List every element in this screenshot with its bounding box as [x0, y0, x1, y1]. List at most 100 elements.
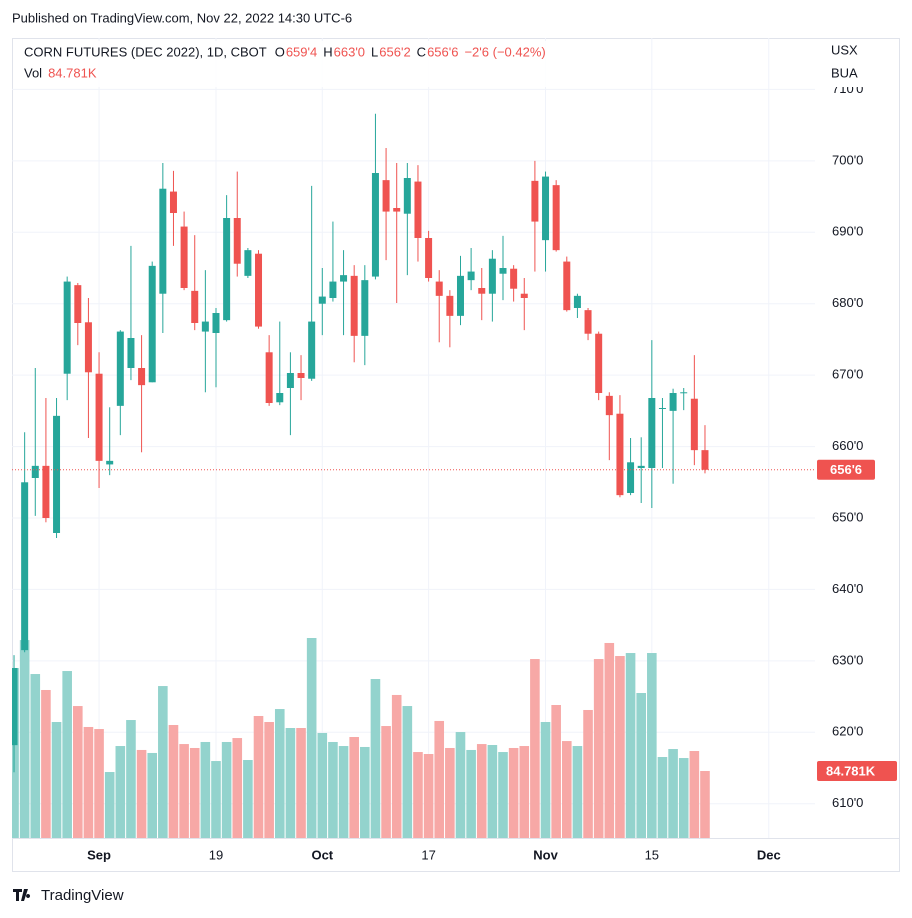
y-tick-label: 630'0 — [832, 652, 863, 667]
volume-bar — [328, 741, 338, 838]
candle-body — [255, 253, 263, 327]
candle-body — [701, 450, 709, 470]
volume-bar — [349, 737, 359, 838]
last-price-label: 656'6 — [830, 462, 862, 477]
volume-bar — [274, 709, 285, 838]
volume-bar — [551, 705, 561, 838]
candle-body — [393, 208, 401, 212]
volume-bar — [147, 752, 158, 838]
volume-bar — [530, 659, 540, 838]
volume-bar — [136, 749, 147, 838]
y-tick-label: 640'0 — [832, 581, 863, 596]
candle-body — [627, 462, 635, 493]
volume-bar — [668, 749, 678, 838]
volume-bar — [73, 706, 83, 838]
published-note: Published on TradingView.com, Nov 22, 20… — [12, 10, 352, 25]
x-tick-label: Oct — [311, 847, 333, 862]
volume-bar — [583, 709, 593, 838]
legend-value: 656'6 — [427, 44, 458, 59]
volume-bar — [360, 746, 370, 838]
candle-body — [138, 368, 146, 386]
volume-bar — [306, 638, 317, 838]
volume-bar — [338, 746, 349, 838]
y-tick-label: 670'0 — [832, 367, 863, 382]
logo — [13, 889, 31, 901]
legend-value: 659'4 — [286, 44, 317, 59]
candle-body — [542, 176, 550, 241]
candle-body — [456, 275, 464, 316]
candle-body — [669, 393, 677, 411]
axis-legend-bg — [820, 41, 890, 87]
volume-bar — [168, 725, 179, 838]
volume-bar — [423, 754, 434, 838]
volume-bar — [678, 758, 689, 838]
candle-body — [361, 280, 369, 336]
volume-bar — [455, 732, 466, 838]
candle-body — [233, 218, 241, 264]
candle-body — [12, 668, 18, 746]
candle-body — [329, 281, 337, 298]
candle-body — [499, 268, 507, 274]
x-tick-label: Nov — [533, 847, 558, 862]
volume-bar — [94, 729, 104, 838]
volume-bar — [434, 720, 445, 838]
candle-body — [425, 238, 433, 278]
y-tick-label: 690'0 — [832, 224, 863, 239]
volume-bar — [487, 744, 498, 838]
volume-bar — [104, 772, 115, 838]
candle-body — [318, 296, 326, 304]
candle-body — [127, 338, 135, 368]
volume-bar — [243, 760, 253, 838]
candle-body — [531, 180, 539, 222]
y-tick-label: 680'0 — [832, 295, 863, 310]
volume-bar — [51, 721, 62, 838]
candle-body — [84, 322, 92, 373]
candle-body — [573, 295, 581, 308]
candle-body — [648, 398, 656, 468]
candle-body — [159, 188, 167, 294]
volume-bar — [253, 715, 264, 838]
candle-body — [223, 218, 231, 321]
volume-bar — [604, 642, 615, 838]
volume-bar — [232, 738, 243, 838]
candle-body — [31, 465, 39, 478]
y-tick-label: 650'0 — [832, 509, 863, 524]
legend-volume-value: 84.781K — [48, 65, 97, 80]
candle-body — [276, 393, 284, 403]
candle-body — [595, 333, 603, 393]
x-tick-label: 19 — [209, 847, 223, 862]
volume-bar — [221, 741, 232, 838]
volume-bar — [615, 656, 625, 838]
x-tick-label: Sep — [87, 847, 111, 862]
candle-body — [510, 268, 518, 289]
volume-bar — [466, 749, 476, 838]
candle-body — [414, 181, 422, 238]
candle-body — [42, 465, 50, 518]
volume-bar — [508, 747, 519, 838]
volume-bar — [179, 744, 189, 838]
candle-body — [201, 321, 209, 332]
volume-bar — [647, 653, 657, 838]
x-tick-label: 15 — [645, 847, 659, 862]
volume-bar — [636, 692, 646, 838]
candle-body — [95, 373, 103, 461]
candle-body — [116, 331, 124, 406]
volume-bar — [476, 744, 487, 838]
candle-body — [446, 295, 454, 316]
candle-body — [382, 180, 390, 212]
candle-body — [467, 271, 475, 281]
candle-body — [552, 185, 560, 251]
volume-bar — [572, 746, 583, 838]
candle-body — [680, 392, 688, 394]
volume-bar — [402, 706, 413, 838]
candle-body — [605, 395, 613, 416]
candle-body — [265, 352, 273, 403]
volume-bar — [391, 694, 402, 838]
candle-body — [106, 460, 114, 465]
volume-bar — [83, 726, 94, 838]
candle-body — [520, 293, 528, 298]
candle-body — [244, 250, 252, 276]
volume-bar — [285, 728, 296, 838]
plot-area — [12, 38, 815, 838]
